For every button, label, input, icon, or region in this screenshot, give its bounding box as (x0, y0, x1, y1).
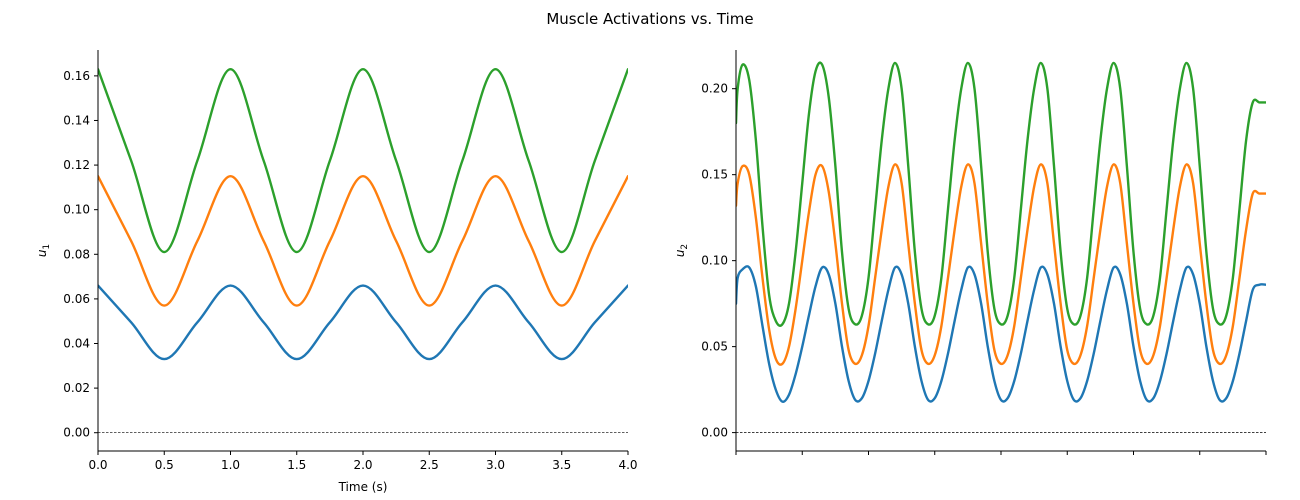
y-tick-label: 0.02 (63, 381, 90, 395)
y-axis-label-symbol: u (673, 249, 687, 257)
chart-panel-u1: 0.00 0.02 0.04 0.06 0.08 0.10 0.12 0.14 0.16 0.0 0… (35, 50, 638, 494)
x-tick-label: 1.0 (221, 458, 240, 472)
x-tick-label: 2.5 (420, 458, 439, 472)
y-tick-label: 0.16 (63, 69, 90, 83)
x-tick-label: 2.0 (353, 458, 372, 472)
x-tick-label: 3.5 (552, 458, 571, 472)
chart-panel-u2: 0.00 0.05 0.10 0.15 0.20 u2 (673, 50, 1267, 455)
x-tick-label: 3.0 (486, 458, 505, 472)
y-axis-label-symbol: u (35, 249, 49, 257)
series-line-1 (98, 284, 628, 361)
y-tick-label: 0.15 (701, 168, 728, 182)
series-line-1 (736, 265, 1266, 403)
y-tick-label: 0.04 (63, 337, 90, 351)
y-axis-label-subscript: 1 (42, 244, 52, 250)
series-line-3 (736, 61, 1266, 327)
y-tick-label: 0.12 (63, 158, 90, 172)
y-tick-label: 0.14 (63, 113, 90, 127)
y-tick-label: 0.00 (63, 426, 90, 440)
y-axis-label-subscript: 2 (680, 244, 690, 250)
x-tick-label: 0.5 (155, 458, 174, 472)
y-tick-label: 0.06 (63, 292, 90, 306)
series-line-3 (98, 67, 628, 254)
x-tick-label: 4.0 (618, 458, 637, 472)
y-tick-label: 0.08 (63, 247, 90, 261)
series-line-2 (736, 163, 1266, 366)
figure-title: Muscle Activations vs. Time (546, 10, 753, 28)
y-tick-label: 0.00 (701, 426, 728, 440)
y-tick-label: 0.10 (701, 254, 728, 268)
y-tick-label: 0.20 (701, 82, 728, 96)
y-axis-label: u1 (35, 244, 52, 257)
y-tick-label: 0.10 (63, 203, 90, 217)
x-tick-label: 0.0 (88, 458, 107, 472)
x-axis-label: Time (s) (338, 480, 388, 494)
y-tick-label: 0.05 (701, 340, 728, 354)
y-axis-label: u2 (673, 244, 690, 257)
series-line-2 (98, 175, 628, 307)
x-tick-label: 1.5 (287, 458, 306, 472)
